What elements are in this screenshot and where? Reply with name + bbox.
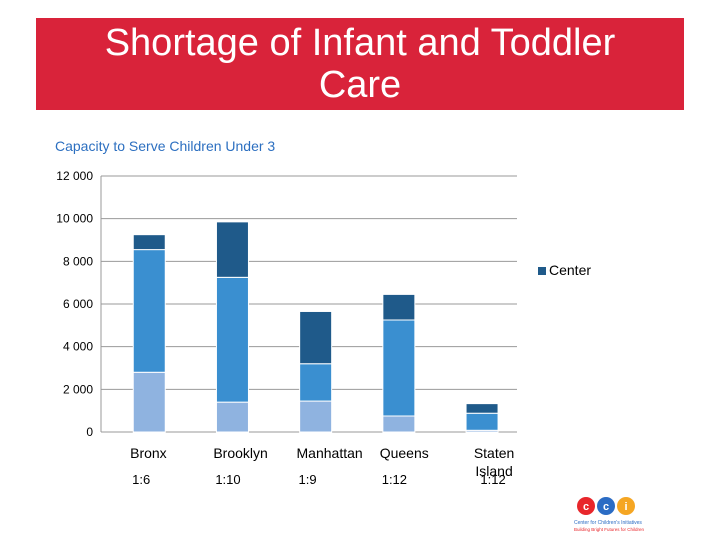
bar-segment [382, 319, 416, 417]
category-label: Manhattan [297, 445, 363, 461]
bar-segment [215, 276, 249, 403]
ratio-label: 1:6 [132, 472, 150, 487]
y-tick-label: 0 [86, 425, 93, 439]
bar-segment [215, 401, 249, 433]
slide-title-banner: Shortage of Infant and Toddler Care [36, 18, 684, 110]
ratio-label: 1:9 [299, 472, 317, 487]
y-tick-label: 8 000 [63, 254, 93, 268]
cci-logo: c c i Center for Children's Initiatives … [574, 497, 645, 532]
category-label: Staten [474, 445, 514, 461]
bar-segment [299, 400, 333, 433]
bar-segment [215, 221, 249, 278]
chart-title: Capacity to Serve Children Under 3 [55, 138, 276, 154]
logo-c2-circle [597, 497, 615, 515]
bar-segment [382, 293, 416, 321]
bar-segment [132, 371, 166, 433]
logo-letter-2: c [603, 501, 609, 513]
category-label: Island [475, 463, 512, 479]
y-tick-label: 6 000 [63, 297, 93, 311]
bar-segment [132, 249, 166, 373]
bar-segment [465, 412, 499, 431]
y-tick-label: 4 000 [63, 340, 93, 354]
slide-title: Shortage of Infant and Toddler Care [104, 22, 616, 106]
logo-i-circle [617, 497, 635, 515]
category-label: Bronx [130, 445, 167, 461]
logo-line-1: Center for Children's Initiatives [574, 520, 642, 526]
bar-segment [465, 403, 499, 414]
logo-line-2: Building Bright Futures for Children [574, 527, 645, 532]
category-label: Queens [380, 445, 429, 461]
legend-label: Center [549, 262, 591, 278]
y-tick-label: 10 000 [56, 212, 93, 226]
logo-c1-circle [577, 497, 595, 515]
y-tick-label: 12 000 [56, 169, 93, 183]
ratio-label: 1:12 [382, 472, 407, 487]
legend-swatch [538, 267, 546, 275]
logo-letter-3: i [624, 501, 627, 513]
ratio-label: 1:12 [480, 472, 505, 487]
bar-segment [299, 363, 333, 402]
ratio-label: 1:10 [215, 472, 240, 487]
bar-segment [299, 310, 333, 365]
bar-segment [132, 234, 166, 251]
category-label: Brooklyn [213, 445, 267, 461]
logo-letter-1: c [583, 501, 589, 513]
y-tick-label: 2 000 [63, 382, 93, 396]
bar-segment [382, 415, 416, 433]
